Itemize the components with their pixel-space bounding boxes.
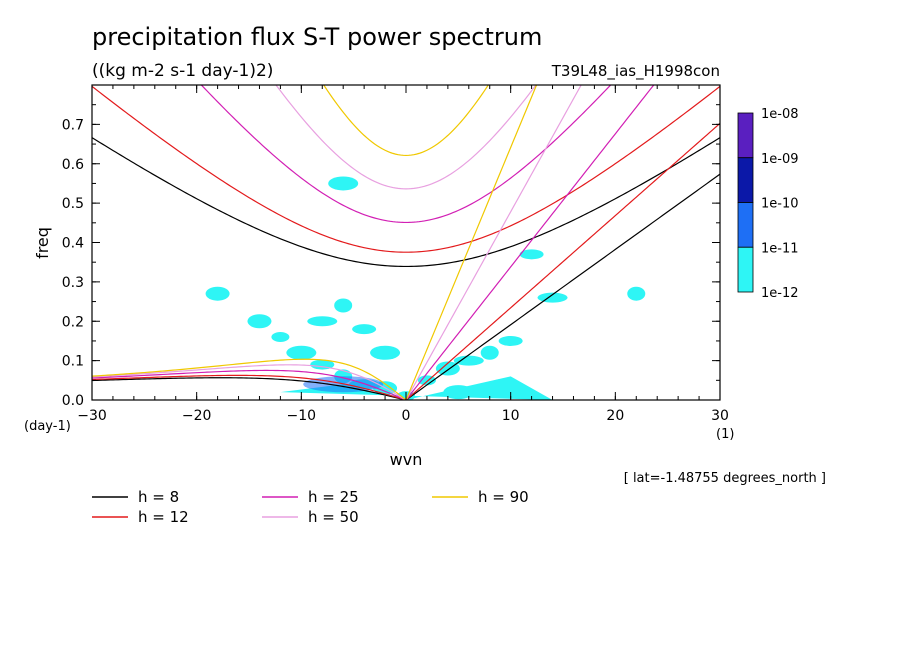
kelvin-curve-h-90 <box>405 85 538 400</box>
gravity-curve-h-25 <box>200 85 612 224</box>
y-tick-label: 0.1 <box>62 354 84 370</box>
axis-ticks: −30 −20 −10 0 10 20 30 0.0 0.1 0.2 0.3 0.4 0.5 0.6 0.7 <box>62 84 729 424</box>
chart-subtitle: ((kg m-2 s-1 day-1)2) <box>92 61 273 81</box>
kelvin-curve-h-8 <box>405 173 720 400</box>
chart-title: precipitation flux S-T power spectrum <box>92 23 542 51</box>
colorbar-label: 1e-09 <box>761 152 799 167</box>
shaded-patch <box>334 298 353 313</box>
colorbar-segment <box>737 202 754 248</box>
colorbar-label: 1e-11 <box>761 241 799 256</box>
dispersion-curves <box>92 85 720 400</box>
kelvin-curve-h-25 <box>405 85 655 400</box>
y-tick-label: 0.6 <box>62 157 84 173</box>
rossby-curve-h-90 <box>92 358 407 400</box>
x-axis-label: wvn <box>390 450 423 469</box>
shaded-patch <box>307 316 338 327</box>
shaded-patch <box>480 345 499 360</box>
x-unit-label: (1) <box>716 427 734 442</box>
colorbar: 1e-08 1e-09 1e-10 1e-11 1e-12 <box>737 107 799 301</box>
y-tick-label: 0.7 <box>62 117 84 133</box>
y-tick-label: 0.0 <box>62 393 84 409</box>
x-tick-label: −30 <box>77 408 107 424</box>
shaded-patch <box>519 249 544 260</box>
rossby-curve-h-50 <box>92 364 407 400</box>
shaded-patch <box>498 335 523 346</box>
y-tick-label: 0.3 <box>62 275 84 291</box>
y-tick-label: 0.4 <box>62 236 84 252</box>
x-tick-label: −10 <box>287 408 317 424</box>
legend-label: h = 12 <box>138 508 189 526</box>
colorbar-segment <box>737 112 754 159</box>
rossby-curve-h-8 <box>92 377 407 400</box>
latitude-footnote: [ lat=-1.48755 degrees_north ] <box>624 471 826 486</box>
plot-background <box>92 85 720 400</box>
y-tick-label: 0.5 <box>62 196 84 212</box>
shaded-patch <box>247 314 272 329</box>
colorbar-segment <box>737 157 754 203</box>
rossby-curve-h-25 <box>92 369 407 400</box>
shaded-wedge <box>280 376 553 400</box>
colorbar-segment <box>737 246 754 293</box>
y-tick-label: 0.2 <box>62 314 84 330</box>
shaded-patch <box>328 176 359 191</box>
shaded-patch <box>205 286 230 301</box>
legend-label: h = 8 <box>138 488 179 506</box>
shaded-patch <box>286 345 317 360</box>
colorbar-label: 1e-10 <box>761 197 799 212</box>
legend-label: h = 90 <box>478 488 529 506</box>
kelvin-curve-h-12 <box>405 122 720 400</box>
x-tick-label: 30 <box>711 408 729 424</box>
legend-label: h = 50 <box>308 508 359 526</box>
x-tick-label: −20 <box>182 408 212 424</box>
x-tick-label: 0 <box>402 408 411 424</box>
x-tick-label: 20 <box>606 408 624 424</box>
gravity-curve-h-8 <box>92 137 720 268</box>
legend: h = 8 h = 12 h = 25 h = 50 h = 90 <box>92 488 529 526</box>
colorbar-label: 1e-08 <box>761 107 799 122</box>
shaded-patch <box>453 355 484 366</box>
colorbar-label: 1e-12 <box>761 286 799 301</box>
rossby-curve-h-12 <box>92 374 407 400</box>
kelvin-curve-h-50 <box>405 85 582 400</box>
y-axis-label: freq <box>33 227 52 259</box>
gravity-curve-h-90 <box>323 85 489 157</box>
gravity-curve-h-50 <box>275 85 537 190</box>
y-unit-label: (day-1) <box>24 419 71 434</box>
x-tick-label: 10 <box>502 408 520 424</box>
shaded-patch <box>352 324 377 335</box>
gravity-curve-h-12 <box>92 85 720 253</box>
shaded-patch <box>271 332 290 342</box>
run-label: T39L48_ias_H1998con <box>551 62 720 81</box>
legend-label: h = 25 <box>308 488 359 506</box>
shaded-patch <box>370 345 401 360</box>
shaded-patch <box>627 286 646 301</box>
